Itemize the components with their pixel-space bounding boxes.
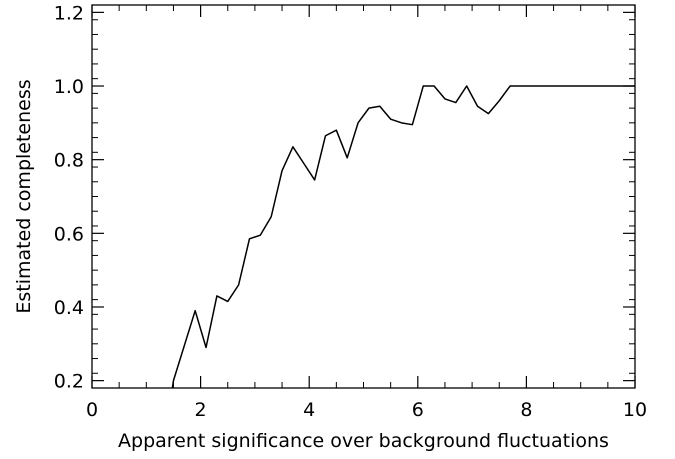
y-tick-label: 1.2	[54, 2, 84, 24]
y-tick-label: 0.8	[54, 150, 84, 172]
x-tick-label: 4	[303, 399, 315, 421]
y-tick-label: 0.6	[54, 223, 84, 245]
x-tick-label: 6	[412, 399, 424, 421]
plot-frame	[91, 4, 636, 389]
completeness-line-series-0	[171, 85, 635, 388]
x-tick-label: 0	[86, 399, 98, 421]
y-tick-label: 1.0	[54, 76, 84, 98]
x-tick-label: 8	[520, 399, 532, 421]
y-tick-label: 0.2	[54, 371, 84, 393]
series-group	[171, 85, 635, 388]
tick-labels: 0 2 4 6 8 10 0.2 0.4 0.6 0.8 1.0 1.2	[54, 2, 647, 421]
x-axis-title: Apparent significance over background fl…	[118, 430, 609, 452]
axis-ticks	[91, 4, 636, 389]
y-axis-title: Estimated completeness	[13, 79, 35, 313]
x-tick-label: 10	[623, 399, 647, 421]
y-tick-label: 0.4	[54, 297, 84, 319]
x-tick-label: 2	[195, 399, 207, 421]
